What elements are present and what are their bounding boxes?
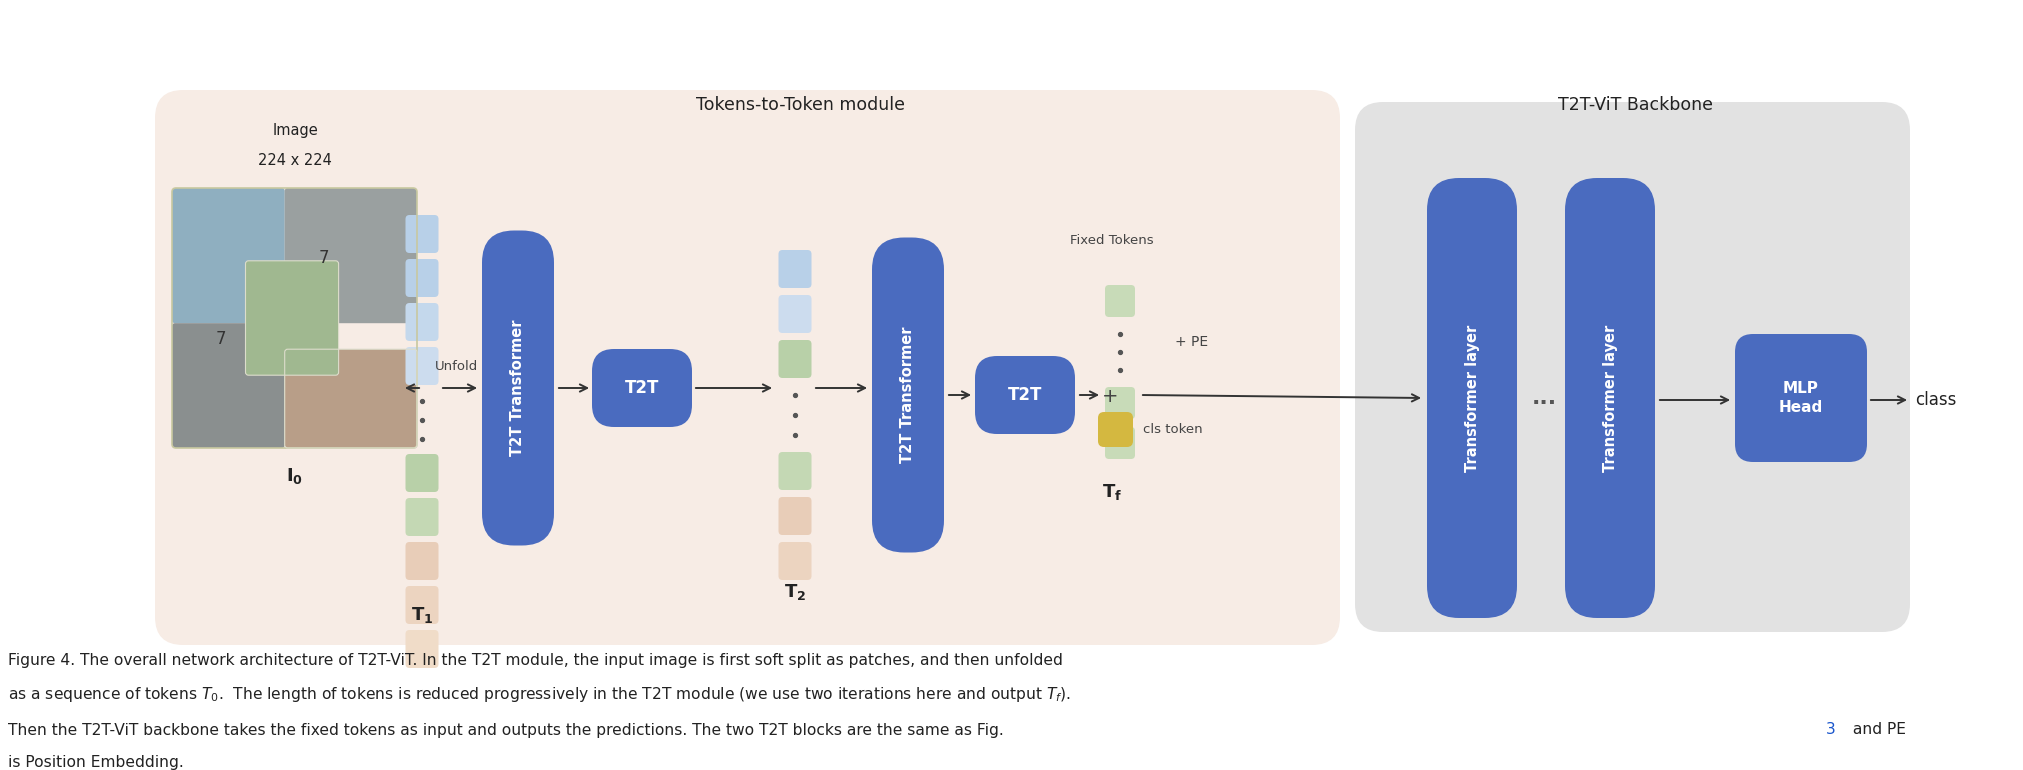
Text: cls token: cls token <box>1143 423 1202 436</box>
FancyBboxPatch shape <box>156 90 1339 645</box>
FancyBboxPatch shape <box>975 356 1074 434</box>
FancyBboxPatch shape <box>245 261 338 375</box>
Text: $\mathbf{T_1}$: $\mathbf{T_1}$ <box>411 605 433 625</box>
FancyBboxPatch shape <box>1105 285 1135 317</box>
Text: 7: 7 <box>318 249 330 267</box>
FancyBboxPatch shape <box>285 350 417 448</box>
FancyBboxPatch shape <box>779 542 811 580</box>
FancyBboxPatch shape <box>1096 412 1133 447</box>
Text: is Position Embedding.: is Position Embedding. <box>8 755 184 769</box>
Text: Fixed Tokens: Fixed Tokens <box>1070 233 1153 246</box>
FancyBboxPatch shape <box>405 303 439 341</box>
FancyBboxPatch shape <box>1426 178 1517 618</box>
Text: 224 x 224: 224 x 224 <box>259 152 332 168</box>
Text: T2T: T2T <box>1007 386 1042 404</box>
FancyBboxPatch shape <box>1105 427 1135 459</box>
FancyBboxPatch shape <box>872 237 943 553</box>
FancyBboxPatch shape <box>405 542 439 580</box>
Text: Tokens-to-Token module: Tokens-to-Token module <box>696 96 904 114</box>
Text: $\mathbf{T_2}$: $\mathbf{T_2}$ <box>783 582 805 602</box>
Text: MLP
Head: MLP Head <box>1778 381 1823 415</box>
FancyBboxPatch shape <box>779 250 811 288</box>
FancyBboxPatch shape <box>1734 334 1865 462</box>
Text: T2T Transformer: T2T Transformer <box>510 320 526 457</box>
Text: + PE: + PE <box>1175 335 1208 349</box>
Text: T2T: T2T <box>625 379 659 397</box>
FancyBboxPatch shape <box>405 454 439 492</box>
FancyBboxPatch shape <box>285 188 417 323</box>
Text: Figure 4. The overall network architecture of T2T-ViT. In the T2T module, the in: Figure 4. The overall network architectu… <box>8 652 1062 668</box>
FancyBboxPatch shape <box>1105 387 1135 419</box>
FancyBboxPatch shape <box>779 295 811 333</box>
Text: and PE: and PE <box>1847 722 1906 738</box>
Text: as a sequence of tokens $T_0$.  The length of tokens is reduced progressively in: as a sequence of tokens $T_0$. The lengt… <box>8 685 1070 705</box>
Text: 7: 7 <box>216 330 227 348</box>
FancyBboxPatch shape <box>1353 102 1910 632</box>
FancyBboxPatch shape <box>779 497 811 535</box>
FancyBboxPatch shape <box>405 259 439 297</box>
FancyBboxPatch shape <box>1564 178 1655 618</box>
FancyBboxPatch shape <box>481 230 554 545</box>
FancyBboxPatch shape <box>405 347 439 385</box>
Text: Image: Image <box>271 122 318 138</box>
Text: ...: ... <box>1531 388 1556 408</box>
FancyBboxPatch shape <box>405 498 439 536</box>
Text: +: + <box>1101 387 1117 407</box>
FancyBboxPatch shape <box>172 323 285 448</box>
Text: $\mathbf{T_f}$: $\mathbf{T_f}$ <box>1101 482 1121 502</box>
FancyBboxPatch shape <box>779 452 811 490</box>
FancyBboxPatch shape <box>172 188 285 323</box>
Text: 3: 3 <box>1825 722 1835 738</box>
Text: Then the T2T-ViT backbone takes the fixed tokens as input and outputs the predic: Then the T2T-ViT backbone takes the fixe… <box>8 722 1007 738</box>
Text: T2T Transformer: T2T Transformer <box>900 326 914 464</box>
Text: Transformer layer: Transformer layer <box>1602 324 1616 471</box>
Text: $\mathbf{I_0}$: $\mathbf{I_0}$ <box>285 466 303 486</box>
Text: class: class <box>1914 391 1956 409</box>
Text: Unfold: Unfold <box>435 360 477 373</box>
Text: Transformer layer: Transformer layer <box>1465 324 1479 471</box>
Text: T2T-ViT Backbone: T2T-ViT Backbone <box>1558 96 1711 114</box>
FancyBboxPatch shape <box>405 586 439 624</box>
FancyBboxPatch shape <box>591 349 692 427</box>
FancyBboxPatch shape <box>405 630 439 668</box>
FancyBboxPatch shape <box>779 340 811 378</box>
FancyBboxPatch shape <box>405 215 439 253</box>
